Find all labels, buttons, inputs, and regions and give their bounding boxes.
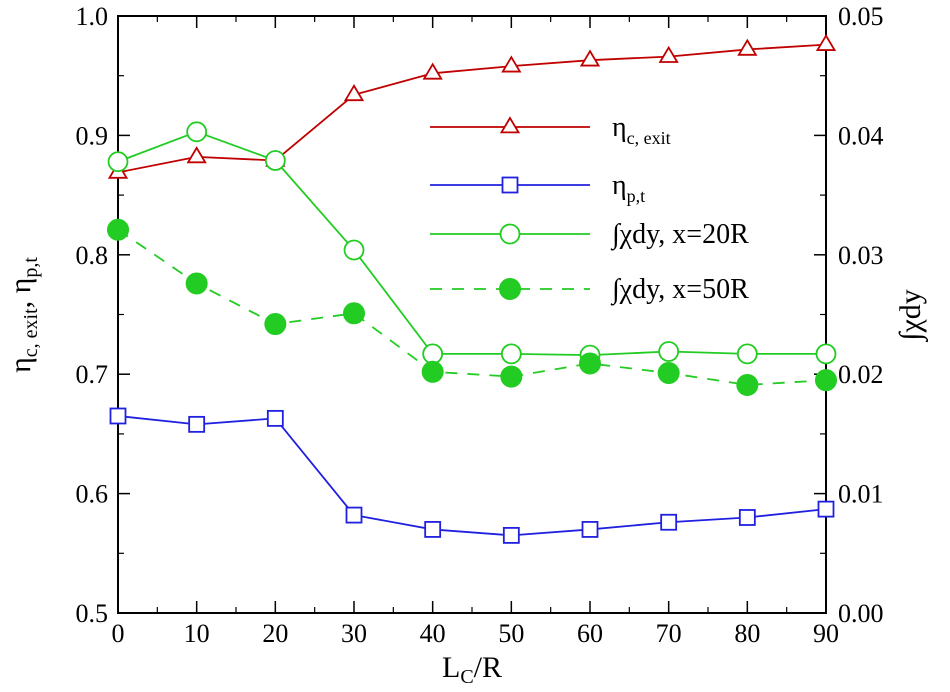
series-layer [107, 33, 837, 544]
y-left-tick-label: 0.5 [76, 599, 109, 628]
data-point [815, 33, 837, 51]
x-tick-label: 50 [498, 619, 524, 648]
axis-titles: LC/R ηc, exit, ηp,t ∫χdy [4, 257, 929, 688]
data-point [736, 343, 758, 365]
data-point [343, 302, 365, 325]
ticks: 0 10 20 30 40 50 60 70 80 90 0.5 0.6 0.7 0.8 0.9 1.0 0.0… [76, 2, 884, 648]
x-tick-label: 60 [577, 619, 603, 648]
data-point [345, 506, 363, 524]
legend-entry-1: ηp,t [430, 170, 645, 206]
data-point [581, 521, 599, 538]
x-tick-label: 80 [734, 619, 760, 648]
data-point [815, 369, 837, 392]
y-right-tick-label: 0.04 [838, 121, 884, 150]
data-point [266, 409, 284, 427]
data-point [736, 373, 759, 396]
series-1 [109, 407, 835, 544]
y-left-tick-label: 0.8 [76, 241, 109, 270]
data-point [738, 509, 756, 526]
legend-entry-3: ∫χdy, x=50R [430, 274, 749, 306]
legend-marker [499, 223, 521, 245]
data-point [424, 521, 442, 538]
series-line [117, 43, 827, 174]
data-point [185, 272, 208, 295]
data-point [422, 343, 444, 365]
y-right-tick-label: 0.02 [838, 360, 884, 389]
x-tick-label: 20 [262, 619, 288, 648]
series-line [117, 130, 826, 356]
data-point [188, 415, 206, 433]
data-point [658, 341, 680, 362]
legend-label: ∫χdy, x=20R [610, 219, 749, 251]
y-right-tick-label: 0.05 [838, 2, 884, 31]
data-point [579, 352, 601, 375]
data-point [500, 343, 522, 365]
x-tick-label: 30 [341, 619, 367, 648]
y-right-axis-title: ∫χdy [894, 289, 929, 343]
data-point [658, 45, 679, 63]
data-point [660, 513, 678, 531]
y-left-tick-label: 0.9 [76, 121, 109, 150]
series-line [117, 228, 827, 386]
legend-label: ηp,t [612, 170, 645, 206]
data-point [343, 239, 365, 261]
legend: ηc, exit ηp,t ∫χdy, x=20R ∫χdy, x=50R [430, 112, 749, 306]
plot-frame [117, 15, 827, 614]
y-left-tick-label: 0.6 [76, 480, 109, 509]
x-tick-label: 70 [656, 619, 682, 648]
data-point [500, 365, 523, 388]
data-point [421, 360, 444, 383]
series-3 [107, 218, 837, 396]
x-tick-label: 0 [112, 619, 125, 648]
y-left-tick-label: 0.7 [76, 360, 109, 389]
y-right-tick-label: 0.00 [838, 599, 884, 628]
data-point [817, 500, 835, 518]
series-line [117, 415, 827, 537]
x-axis-title: LC/R [442, 651, 502, 688]
data-point [186, 121, 208, 143]
x-tick-label: 90 [813, 619, 839, 648]
data-point [657, 362, 680, 385]
data-point [343, 84, 365, 102]
legend-label: ∫χdy, x=50R [610, 274, 749, 306]
legend-entry-2: ∫χdy, x=20R [430, 219, 749, 251]
legend-label: ηc, exit [612, 112, 671, 148]
x-tick-label: 40 [420, 619, 446, 648]
data-point [107, 218, 129, 241]
legend-marker [499, 278, 521, 300]
y-right-tick-label: 0.01 [838, 480, 884, 509]
legend-marker [499, 116, 521, 134]
axes [117, 15, 827, 614]
y-left-tick-label: 1.0 [76, 2, 109, 31]
data-point [422, 62, 443, 80]
data-point [501, 55, 522, 73]
data-point [815, 343, 837, 365]
data-point [737, 38, 758, 56]
data-point [264, 313, 287, 336]
data-point [109, 407, 127, 425]
data-point [502, 526, 520, 544]
legend-marker [501, 176, 519, 194]
data-point [264, 150, 286, 171]
data-point [579, 49, 601, 67]
x-tick-label: 10 [184, 619, 210, 648]
y-right-tick-label: 0.03 [838, 241, 884, 270]
series-0 [107, 33, 837, 179]
data-point [186, 146, 207, 164]
legend-entry-0: ηc, exit [430, 112, 671, 148]
data-point [107, 151, 129, 173]
y-left-axis-title: ηc, exit, ηp,t [4, 257, 42, 373]
